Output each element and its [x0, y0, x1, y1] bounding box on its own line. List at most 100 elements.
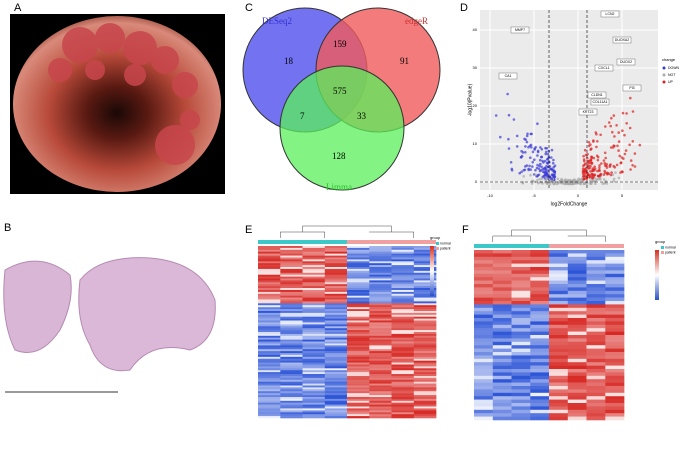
volcano-point	[593, 173, 597, 176]
volcano-point	[582, 174, 585, 178]
heatmap-cell	[369, 284, 392, 287]
heatmap-cell	[413, 335, 437, 339]
heatmap-cell	[258, 251, 281, 254]
heatmap-cell	[492, 348, 512, 353]
heatmap-cell	[549, 375, 569, 380]
heatmap-cell	[511, 348, 531, 353]
heatmap-cell	[391, 397, 415, 400]
heatmap-cell	[413, 330, 437, 333]
heatmap-cell	[413, 391, 437, 394]
heatmap-cell	[413, 246, 437, 249]
volcano-point	[524, 151, 527, 154]
heatmap-cell	[258, 307, 281, 310]
heatmap-cell	[280, 395, 303, 398]
heatmap-cell	[474, 403, 494, 407]
heatmap-cell	[302, 393, 326, 396]
volcano-point	[617, 131, 620, 134]
legend-label: DOWN	[668, 66, 680, 70]
heatmap-cell	[280, 391, 303, 394]
heatmap-cell	[530, 253, 550, 258]
heatmap-cell	[413, 303, 437, 306]
heatmap-cell	[530, 321, 550, 326]
heatmap-cell	[586, 277, 606, 281]
heatmap-cell	[302, 362, 326, 365]
heatmap-cell	[369, 343, 392, 346]
heatmap-cell	[347, 362, 370, 365]
heatmap-cell	[511, 396, 531, 400]
heatmap-cell	[530, 267, 550, 271]
heatmap-cell	[391, 370, 415, 373]
legend-marker	[661, 251, 664, 254]
heatmap-cell	[302, 343, 326, 346]
volcano-point	[603, 181, 607, 184]
volcano-point	[506, 92, 509, 96]
y-tick-label: 20	[473, 103, 478, 108]
heatmap-cell	[511, 389, 531, 394]
heatmap-cell	[391, 286, 415, 289]
heatmap-cell	[369, 314, 392, 318]
heatmap-cell	[391, 351, 415, 354]
heatmap-cell	[347, 288, 370, 291]
heatmap-cell	[511, 335, 531, 339]
heatmap-cell	[474, 396, 494, 400]
heatmap-cell	[324, 353, 348, 356]
volcano-point	[538, 158, 542, 162]
heatmap-cell	[549, 369, 569, 373]
heatmap-cell	[605, 270, 625, 275]
heatmap-cell	[280, 368, 303, 371]
heatmap-cell	[347, 412, 370, 415]
heatmap-cell	[605, 318, 625, 322]
volcano-point	[605, 182, 609, 185]
heatmap-cell	[549, 358, 569, 363]
heatmap-cell	[391, 253, 415, 256]
heatmap-cell	[302, 272, 326, 276]
heatmap-cell	[413, 376, 437, 379]
heatmap-cell	[347, 360, 370, 363]
heatmap-cell	[511, 379, 531, 383]
heatmap-cell	[413, 341, 437, 344]
volcano-point	[582, 177, 586, 181]
heatmap-cell	[280, 397, 303, 400]
volcano-point	[629, 96, 632, 100]
volcano-point	[612, 177, 616, 181]
heatmap-cell	[413, 268, 437, 272]
heatmap-cell	[492, 362, 512, 366]
heatmap-cell	[369, 320, 392, 323]
y-tick-label: 30	[473, 65, 478, 70]
heatmap-cell	[258, 370, 281, 373]
heatmap-cell	[530, 379, 550, 383]
heatmap-cell	[511, 409, 531, 414]
heatmap-cell	[391, 263, 415, 266]
heatmap-cell	[511, 260, 531, 264]
heatmap-cell	[586, 375, 606, 380]
heatmap-cell	[605, 369, 625, 373]
heatmap-cell	[530, 314, 550, 319]
heatmap-cell	[258, 406, 281, 409]
heatmap-cell	[474, 277, 494, 281]
heatmap-cell	[605, 399, 625, 404]
gene-label-box	[616, 58, 636, 66]
heatmap-cell	[391, 395, 415, 398]
count: 18	[284, 56, 294, 66]
heatmap-cell	[258, 412, 281, 415]
heatmap-cell	[474, 287, 494, 292]
heatmap-cell	[258, 391, 281, 394]
heatmap-cell	[413, 397, 437, 400]
volcano-point	[590, 155, 593, 159]
heatmap-cell	[492, 372, 512, 377]
volcano-point	[577, 177, 580, 180]
heatmap-cell	[605, 409, 625, 414]
heatmap-cell	[511, 314, 531, 319]
heatmap-cell	[549, 396, 569, 400]
heatmap-cell	[347, 368, 370, 371]
heatmap-cell	[511, 290, 531, 295]
heatmap-cell	[586, 382, 606, 387]
heatmap-cell	[347, 326, 370, 329]
heatmap-cell	[369, 274, 392, 277]
volcano-point	[551, 168, 554, 172]
heatmap-cell	[492, 358, 512, 363]
heatmap-cell	[511, 311, 531, 315]
heatmap-cell	[511, 304, 531, 309]
heatmap-cell	[567, 379, 587, 383]
heatmap-cell	[391, 259, 415, 262]
